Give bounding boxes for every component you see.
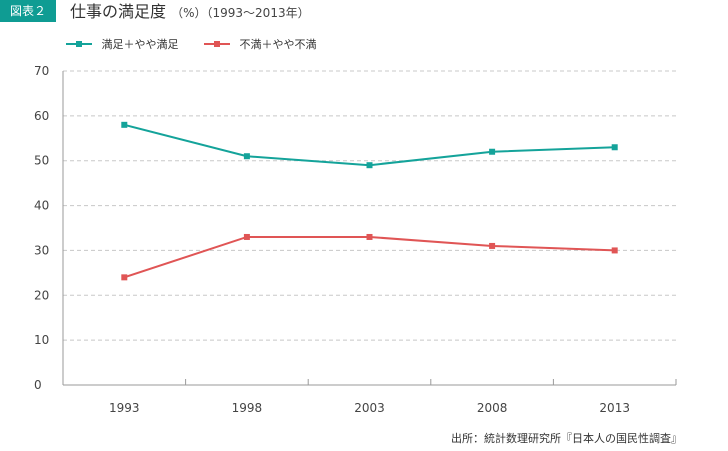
chart-title: 仕事の満足度 （%）（1993～2013年） bbox=[70, 1, 310, 24]
y-tick-label: 0 bbox=[34, 378, 42, 392]
legend-item-dissatisfied: 不満＋やや不満 bbox=[204, 36, 317, 52]
legend: 満足＋やや満足 不満＋やや不満 bbox=[66, 36, 339, 52]
data-point-series1 bbox=[489, 148, 496, 155]
data-point-series1 bbox=[243, 153, 250, 160]
x-tick-label: 1998 bbox=[232, 401, 263, 415]
data-point-series2 bbox=[366, 233, 373, 240]
legend-marker-dissatisfied bbox=[204, 41, 230, 47]
title-note: （%）（1993～2013年） bbox=[171, 6, 310, 20]
y-tick-label: 30 bbox=[34, 243, 49, 257]
y-tick-label: 50 bbox=[34, 154, 49, 168]
x-tick-label: 1993 bbox=[109, 401, 140, 415]
data-point-series1 bbox=[366, 162, 373, 169]
y-tick-label: 70 bbox=[34, 64, 49, 78]
x-tick-label: 2008 bbox=[477, 401, 508, 415]
figure-badge: 図表２ bbox=[0, 0, 56, 22]
data-point-series2 bbox=[489, 242, 496, 249]
y-tick-label: 10 bbox=[34, 333, 49, 347]
legend-label-satisfied: 満足＋やや満足 bbox=[101, 38, 179, 51]
y-tick-label: 60 bbox=[34, 109, 49, 123]
x-tick-label: 2003 bbox=[354, 401, 385, 415]
series-line-1 bbox=[124, 123, 615, 167]
data-point-series1 bbox=[121, 121, 128, 128]
data-point-series2 bbox=[121, 274, 128, 281]
title-text: 仕事の満足度 bbox=[70, 2, 167, 21]
x-tick-label: 2013 bbox=[599, 401, 630, 415]
data-point-series2 bbox=[611, 247, 618, 254]
legend-marker-satisfied bbox=[66, 41, 92, 47]
data-point-series2 bbox=[243, 233, 250, 240]
y-tick-label: 40 bbox=[34, 199, 49, 213]
legend-label-dissatisfied: 不満＋やや不満 bbox=[239, 38, 317, 51]
legend-item-satisfied: 満足＋やや満足 bbox=[66, 36, 179, 52]
source-note: 出所：統計数理研究所『日本人の国民性調査』 bbox=[451, 432, 682, 445]
data-point-series1 bbox=[611, 144, 618, 151]
y-tick-label: 20 bbox=[34, 288, 49, 302]
series-line-2 bbox=[123, 235, 615, 279]
